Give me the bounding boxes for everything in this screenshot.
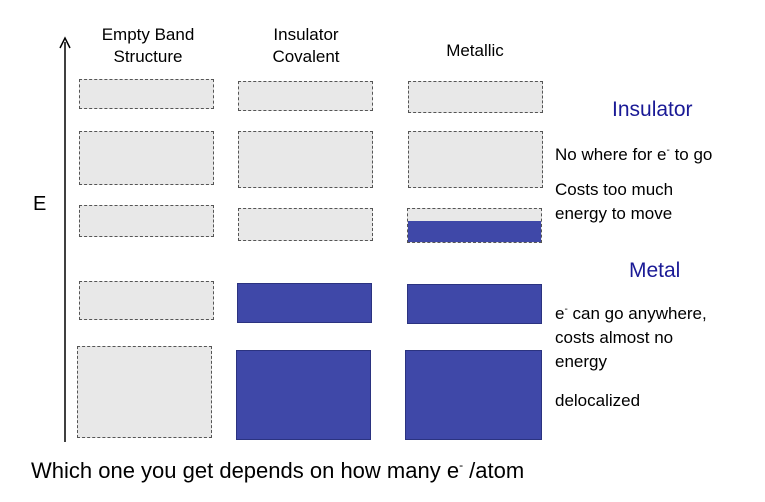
band-empty-3 bbox=[79, 205, 214, 237]
metal-note-anywhere: e- can go anywhere, costs almost no ener… bbox=[555, 304, 707, 371]
band-insulator-3 bbox=[238, 208, 373, 241]
band-empty-2 bbox=[79, 131, 214, 185]
column-header-metallic: Metallic bbox=[446, 41, 504, 60]
band-empty-1 bbox=[79, 79, 214, 109]
band-empty-5 bbox=[77, 346, 212, 438]
band-insulator-2 bbox=[238, 131, 373, 188]
insulator-heading: Insulator bbox=[612, 98, 693, 121]
insulator-note-costs: Costs too much energy to move bbox=[555, 180, 674, 223]
band-metallic-1 bbox=[408, 81, 543, 113]
column-header-empty-band: Empty Band Structure bbox=[101, 25, 195, 66]
band-metallic-4-filled bbox=[407, 284, 542, 324]
band-empty-4 bbox=[79, 281, 214, 320]
metal-heading: Metal bbox=[629, 259, 681, 282]
band-metallic-3-partial bbox=[407, 208, 542, 243]
band-metallic-5-filled bbox=[405, 350, 542, 440]
metal-note-delocalized: delocalized bbox=[555, 391, 641, 410]
energy-axis-arrow bbox=[59, 36, 71, 442]
energy-axis-label: E bbox=[33, 193, 47, 215]
band-insulator-4-filled bbox=[237, 283, 372, 323]
band-insulator-1 bbox=[238, 81, 373, 111]
column-header-insulator-covalent: Insulator Covalent bbox=[272, 25, 340, 66]
band-metallic-3-fill bbox=[408, 221, 541, 242]
band-insulator-5-filled bbox=[236, 350, 371, 440]
band-metallic-2 bbox=[408, 131, 543, 188]
insulator-note-no-where: No where for e- to go bbox=[555, 145, 713, 164]
footer-caption: Which one you get depends on how many e-… bbox=[31, 458, 525, 483]
